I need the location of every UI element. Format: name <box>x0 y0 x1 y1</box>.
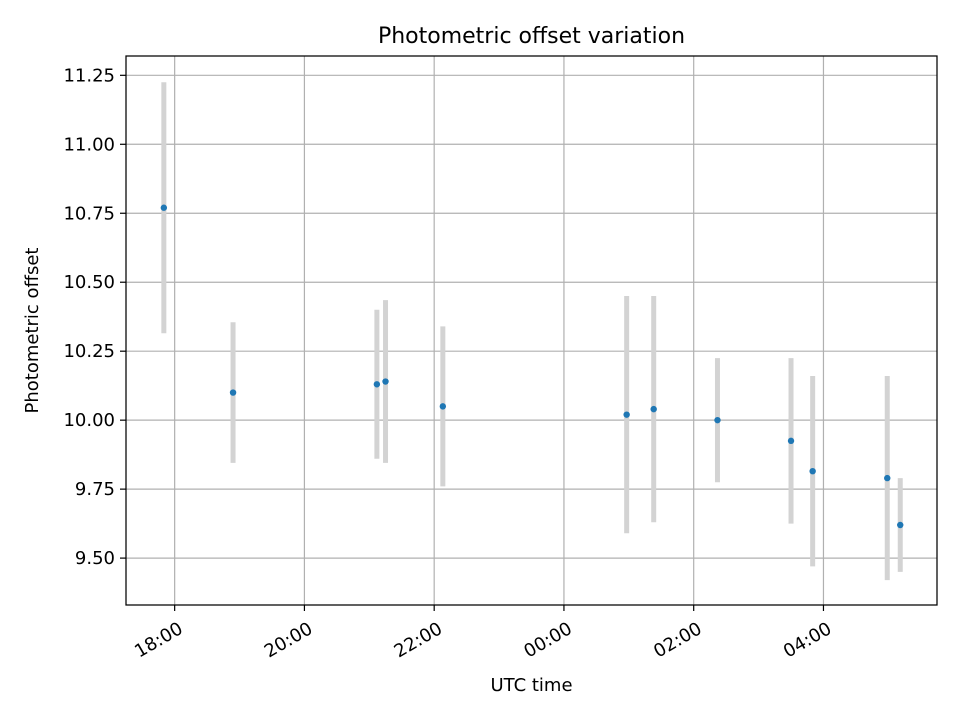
x-axis-label: UTC time <box>490 675 572 696</box>
y-tick-label: 10.25 <box>63 341 115 362</box>
data-point <box>229 389 237 396</box>
chart-title: Photometric offset variation <box>378 24 685 49</box>
x-tick-label: 00:00 <box>520 618 575 662</box>
error-bars <box>161 82 903 581</box>
data-point <box>160 204 168 211</box>
y-tick-label: 9.75 <box>75 479 115 500</box>
x-tick-label: 18:00 <box>131 618 186 662</box>
x-tick-label: 04:00 <box>780 618 835 662</box>
y-tick-label: 11.25 <box>63 65 115 86</box>
data-point <box>787 437 795 445</box>
x-tick-label: 22:00 <box>391 618 446 662</box>
x-tick-label: 02:00 <box>650 618 705 662</box>
data-point <box>714 416 721 424</box>
data-point <box>884 474 891 482</box>
y-tick-label: 11.00 <box>63 134 115 155</box>
grid-lines <box>126 56 937 605</box>
data-point <box>809 467 816 475</box>
y-tick-label: 10.00 <box>63 410 115 431</box>
y-tick-label: 9.50 <box>75 548 115 569</box>
data-point <box>439 403 447 410</box>
y-tick-label: 10.50 <box>63 272 115 293</box>
data-points <box>160 204 904 529</box>
data-point <box>623 411 630 418</box>
data-point <box>650 405 657 413</box>
data-point <box>373 381 381 388</box>
y-axis-label: Photometric offset <box>22 248 43 414</box>
data-point <box>897 521 904 529</box>
plot-area-frame <box>125 55 938 606</box>
y-tick-label: 10.75 <box>63 203 115 224</box>
x-tick-label: 20:00 <box>261 618 316 662</box>
data-point <box>382 378 389 385</box>
